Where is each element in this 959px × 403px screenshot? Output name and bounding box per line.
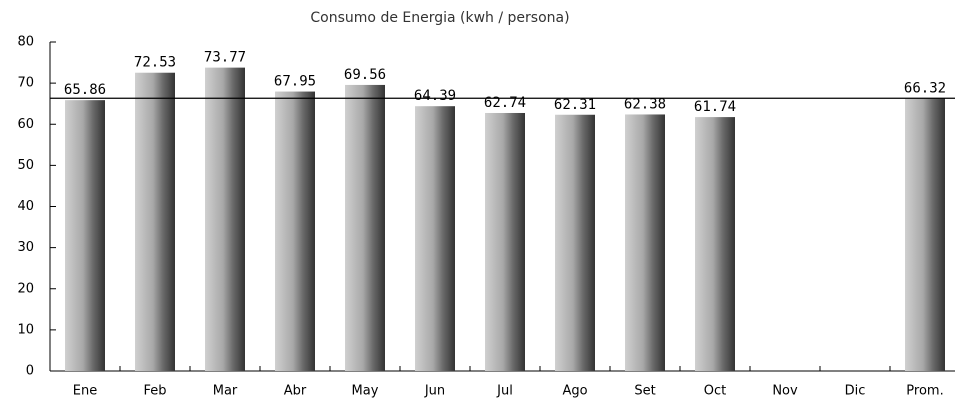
value-label: 66.32	[904, 80, 946, 96]
x-tick-label: Set	[634, 384, 655, 399]
x-tick-label: Prom.	[906, 384, 943, 399]
x-tick-label: Jun	[424, 384, 445, 399]
bar	[485, 112, 525, 371]
x-tick-label: Ene	[73, 384, 97, 399]
y-tick-label: 20	[17, 281, 34, 296]
x-tick-label: Jul	[496, 384, 513, 399]
value-label: 62.31	[554, 97, 596, 113]
value-label: 73.77	[204, 50, 246, 66]
y-tick-label: 60	[17, 117, 34, 132]
y-tick-label: 50	[17, 158, 34, 173]
chart-title: Consumo de Energia (kwh / persona)	[310, 10, 569, 26]
y-tick-label: 0	[26, 364, 34, 379]
bar	[135, 72, 175, 372]
bar	[625, 114, 665, 371]
y-tick-label: 80	[17, 35, 34, 50]
value-label: 62.74	[484, 95, 526, 111]
value-label: 72.53	[134, 55, 176, 71]
y-tick-label: 40	[17, 199, 34, 214]
bar	[345, 84, 385, 371]
value-label: 62.38	[624, 96, 666, 112]
x-tick-label: Abr	[284, 384, 307, 399]
value-label: 67.95	[274, 74, 316, 90]
x-tick-label: Dic	[845, 384, 866, 399]
bar	[65, 100, 105, 371]
bar	[415, 106, 455, 372]
y-tick-label: 10	[17, 322, 34, 337]
bar	[905, 98, 945, 371]
value-label: 64.39	[414, 88, 456, 104]
x-tick-label: May	[352, 384, 379, 399]
y-tick-label: 30	[17, 240, 34, 255]
bar	[555, 114, 595, 371]
value-label: 65.86	[64, 82, 106, 98]
value-label: 69.56	[344, 67, 386, 83]
x-tick-label: Nov	[772, 384, 798, 399]
x-tick-label: Oct	[704, 384, 726, 399]
x-tick-label: Feb	[143, 384, 166, 399]
bar	[275, 91, 315, 371]
x-tick-label: Mar	[213, 384, 238, 399]
bar	[205, 67, 245, 371]
x-tick-label: Ago	[562, 384, 587, 399]
value-label: 61.74	[694, 99, 736, 115]
bar	[695, 117, 735, 371]
y-tick-label: 70	[17, 76, 34, 91]
